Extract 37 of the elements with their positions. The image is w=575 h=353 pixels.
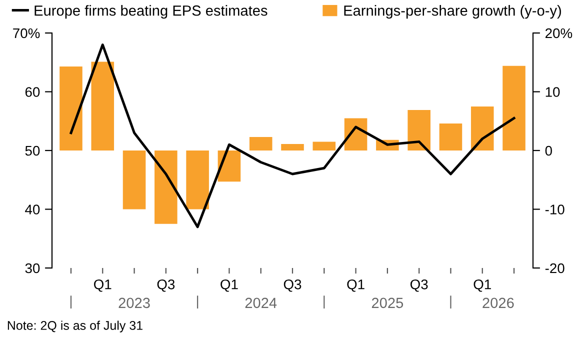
x-tick-label: Q3 bbox=[284, 279, 302, 292]
x-tick-label: Q1 bbox=[220, 279, 238, 292]
bar bbox=[122, 150, 146, 210]
y2-tick-label: 20% bbox=[546, 28, 572, 38]
bar bbox=[470, 106, 494, 150]
bar bbox=[60, 66, 82, 150]
text: 2026 bbox=[482, 298, 514, 308]
bar bbox=[186, 150, 209, 210]
y-tick-label: 70% bbox=[13, 28, 40, 38]
bar bbox=[408, 110, 430, 150]
y-tick-label: 30 bbox=[25, 263, 40, 274]
y2-tick-label: -10 bbox=[545, 204, 564, 214]
bar bbox=[249, 136, 272, 150]
x-tick-label: Q3 bbox=[410, 279, 428, 292]
text: 2023 bbox=[118, 298, 150, 308]
bar bbox=[439, 123, 462, 150]
y2-tick-label: -20 bbox=[545, 263, 564, 274]
y-tick-label: 50 bbox=[25, 146, 40, 156]
y-tick-label: 40 bbox=[25, 204, 40, 214]
legend-label: Earnings-per-share growth (y-o-y) bbox=[344, 5, 561, 19]
x-tick-label: Q1 bbox=[474, 279, 491, 292]
x-tick-label: Q1 bbox=[347, 279, 364, 292]
y-tick-label: 60 bbox=[25, 87, 40, 97]
text: 2025 bbox=[372, 298, 404, 308]
x-tick-label: Q1 bbox=[94, 279, 112, 292]
bar bbox=[281, 144, 304, 150]
bar bbox=[312, 142, 336, 150]
y2-tick-label: 0 bbox=[545, 146, 552, 156]
legend-label: Europe firms beating EPS estimates bbox=[34, 5, 268, 19]
text: 2024 bbox=[245, 298, 277, 308]
bar bbox=[154, 150, 178, 224]
x-tick-label: Q3 bbox=[157, 279, 175, 292]
text: Note: 2Q is as of July 31 bbox=[8, 320, 142, 332]
bar bbox=[91, 62, 114, 150]
line-series bbox=[70, 44, 516, 228]
y2-tick-label: 10 bbox=[546, 87, 560, 97]
bar bbox=[502, 66, 526, 150]
